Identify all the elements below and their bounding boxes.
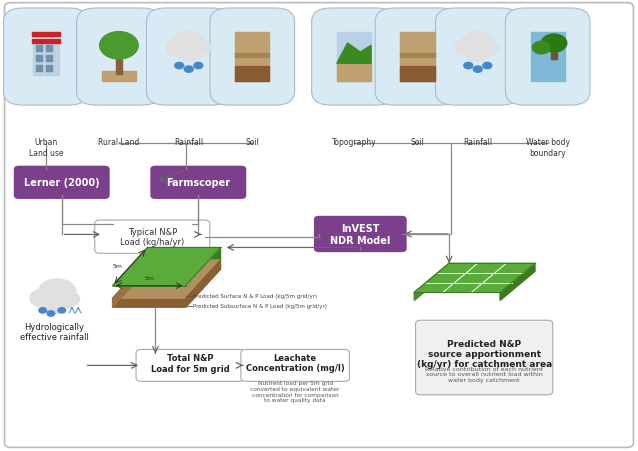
Circle shape: [194, 63, 203, 69]
Text: Predicted N&P
source apportionment
(kg/yr) for catchment area: Predicted N&P source apportionment (kg/y…: [417, 339, 552, 368]
Polygon shape: [186, 261, 221, 308]
Text: Topography: Topography: [332, 138, 376, 147]
Polygon shape: [337, 44, 371, 64]
Polygon shape: [112, 248, 221, 286]
FancyBboxPatch shape: [151, 166, 246, 199]
Bar: [46, 46, 52, 52]
Bar: [400, 54, 434, 57]
Polygon shape: [414, 263, 449, 301]
Circle shape: [461, 32, 494, 55]
Circle shape: [455, 41, 478, 56]
Bar: [235, 66, 269, 82]
Text: Nutrient load per 5m grid
converted to equivalent water
concentration for compar: Nutrient load per 5m grid converted to e…: [251, 380, 340, 402]
Text: Predicted Surface N & P Load (kg/5m grid/yr): Predicted Surface N & P Load (kg/5m grid…: [193, 294, 317, 299]
FancyBboxPatch shape: [314, 216, 406, 253]
Bar: [235, 33, 269, 82]
Polygon shape: [414, 263, 535, 293]
Bar: [551, 44, 556, 60]
Circle shape: [166, 41, 189, 56]
FancyBboxPatch shape: [95, 221, 210, 254]
Text: Rainfall: Rainfall: [463, 138, 493, 147]
Text: Urban
Land use: Urban Land use: [29, 138, 63, 157]
Bar: [101, 72, 136, 82]
Polygon shape: [112, 261, 221, 299]
Bar: [337, 33, 371, 82]
FancyBboxPatch shape: [311, 9, 396, 106]
Bar: [32, 40, 60, 44]
Circle shape: [190, 41, 211, 55]
Bar: [36, 46, 42, 52]
FancyBboxPatch shape: [4, 4, 634, 447]
FancyBboxPatch shape: [4, 9, 88, 106]
Bar: [46, 65, 52, 72]
Polygon shape: [112, 261, 147, 308]
Text: Soil: Soil: [246, 138, 259, 147]
Circle shape: [465, 44, 491, 62]
Text: Leachate
Concentration (mg/l): Leachate Concentration (mg/l): [246, 353, 345, 373]
Bar: [36, 65, 42, 72]
Text: Rural Land: Rural Land: [98, 138, 140, 147]
Circle shape: [47, 311, 55, 317]
Text: Soil: Soil: [410, 138, 424, 147]
FancyBboxPatch shape: [375, 9, 460, 106]
Circle shape: [58, 308, 66, 313]
Bar: [531, 33, 565, 82]
Circle shape: [184, 67, 193, 73]
Text: Lerner (2000): Lerner (2000): [24, 178, 100, 188]
Bar: [235, 54, 269, 57]
FancyBboxPatch shape: [77, 9, 161, 106]
Circle shape: [30, 290, 56, 308]
Bar: [115, 54, 122, 74]
FancyBboxPatch shape: [210, 9, 295, 106]
FancyBboxPatch shape: [14, 166, 110, 199]
FancyBboxPatch shape: [415, 321, 553, 395]
Polygon shape: [186, 248, 221, 299]
Circle shape: [473, 67, 482, 73]
Text: Water body
boundary: Water body boundary: [526, 138, 570, 157]
Polygon shape: [112, 269, 221, 308]
Circle shape: [479, 41, 500, 55]
Bar: [32, 33, 60, 37]
Text: Relative contribution of each nutrient
source to overall nutrient load within
wa: Relative contribution of each nutrient s…: [425, 366, 544, 382]
Circle shape: [40, 294, 68, 314]
Text: Rainfall: Rainfall: [174, 138, 204, 147]
FancyBboxPatch shape: [147, 9, 231, 106]
Circle shape: [483, 63, 492, 69]
Circle shape: [172, 32, 205, 55]
Text: InVEST
NDR Model: InVEST NDR Model: [330, 224, 390, 245]
Polygon shape: [500, 263, 535, 301]
Text: Hydrologically
effective rainfall: Hydrologically effective rainfall: [20, 322, 89, 341]
Text: Total N&P
Load for 5m grid: Total N&P Load for 5m grid: [151, 354, 230, 373]
Bar: [337, 64, 371, 82]
Circle shape: [175, 63, 184, 69]
Text: Typical N&P
Load (kg/ha/yr): Typical N&P Load (kg/ha/yr): [120, 227, 184, 247]
Circle shape: [38, 279, 77, 306]
Bar: [33, 42, 59, 75]
Circle shape: [100, 33, 138, 60]
Bar: [400, 33, 434, 82]
Circle shape: [533, 42, 550, 55]
Circle shape: [57, 291, 80, 308]
Bar: [46, 55, 52, 62]
Text: 5m: 5m: [144, 275, 154, 280]
Text: 5m: 5m: [112, 263, 122, 268]
Text: Farmscoper: Farmscoper: [167, 178, 230, 188]
Circle shape: [100, 33, 138, 60]
Bar: [400, 66, 434, 82]
Circle shape: [39, 308, 47, 313]
Text: Predicted Subsurface N & P Load (kg/5m grid/yr): Predicted Subsurface N & P Load (kg/5m g…: [193, 304, 327, 308]
Circle shape: [541, 35, 567, 53]
Circle shape: [464, 63, 473, 69]
Circle shape: [176, 44, 202, 62]
FancyBboxPatch shape: [505, 9, 590, 106]
FancyBboxPatch shape: [136, 350, 245, 382]
FancyBboxPatch shape: [436, 9, 520, 106]
Bar: [36, 55, 42, 62]
FancyBboxPatch shape: [241, 350, 350, 382]
